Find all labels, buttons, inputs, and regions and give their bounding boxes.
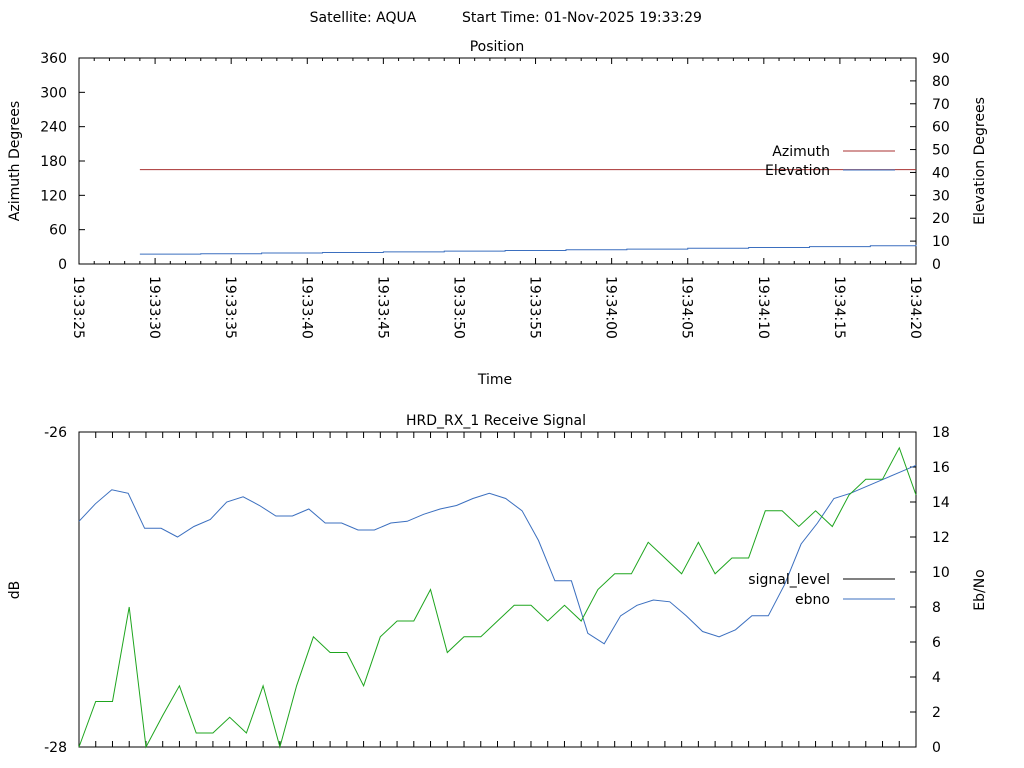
y2-tick-label: 30 bbox=[932, 188, 950, 204]
legend-label-elevation: Elevation bbox=[765, 163, 830, 179]
y2-tick-label: 2 bbox=[932, 705, 941, 721]
ebno-axis-label: Eb/No bbox=[972, 569, 988, 611]
x-tick-label: 19:33:50 bbox=[450, 276, 466, 339]
y-tick-label: 0 bbox=[58, 257, 67, 273]
y-tick-label: -26 bbox=[44, 425, 67, 441]
signal-plot-frame bbox=[78, 431, 917, 748]
x-tick-label: 19:33:55 bbox=[527, 276, 543, 339]
ebno-line bbox=[78, 464, 917, 645]
y-tick-label: 360 bbox=[40, 51, 67, 67]
y2-tick-label: 20 bbox=[932, 211, 950, 227]
y2-tick-label: 40 bbox=[932, 165, 950, 181]
x-tick-label: 19:33:45 bbox=[374, 276, 390, 339]
y2-tick-label: 8 bbox=[932, 600, 941, 616]
x-tick-label: 19:34:00 bbox=[603, 276, 619, 339]
y2-tick-label: 4 bbox=[932, 670, 941, 686]
y2-tick-label: 6 bbox=[932, 635, 941, 651]
x-tick-label: 19:33:35 bbox=[222, 276, 238, 339]
azimuth-axis-label: Azimuth Degrees bbox=[7, 101, 23, 221]
position-plot-frame bbox=[78, 57, 917, 265]
legend-label-ebno: ebno bbox=[795, 592, 830, 608]
y2-tick-label: 18 bbox=[932, 425, 950, 441]
receive-signal-chart: HRD_RX_1 Receive Signal -28 -26 0 2 4 6 8 10 12 1… bbox=[7, 413, 988, 756]
elevation-axis-label: Elevation Degrees bbox=[972, 97, 988, 225]
elevation-line bbox=[139, 244, 917, 255]
y2-tick-label: 14 bbox=[932, 495, 950, 511]
y-tick-label: 60 bbox=[49, 223, 67, 239]
position-x-axis-label: Time bbox=[477, 372, 512, 388]
series-2-line bbox=[78, 446, 917, 749]
x-tick-label: 19:34:10 bbox=[755, 276, 771, 339]
x-tick-label: 19:33:40 bbox=[298, 276, 314, 339]
db-axis-label: dB bbox=[7, 581, 23, 600]
y2-tick-label: 12 bbox=[932, 530, 950, 546]
y2-tick-label: 10 bbox=[932, 565, 950, 581]
satellite-label: Satellite: AQUA bbox=[310, 10, 417, 26]
x-tick-label: 19:33:30 bbox=[146, 276, 162, 339]
legend-label-signal-level: signal_level bbox=[748, 572, 830, 588]
y2-tick-label: 10 bbox=[932, 234, 950, 250]
y-tick-label: 240 bbox=[40, 120, 67, 136]
y-tick-label: 180 bbox=[40, 154, 67, 170]
y2-tick-label: 0 bbox=[932, 740, 941, 756]
y2-tick-label: 80 bbox=[932, 74, 950, 90]
x-tick-label: 19:34:15 bbox=[831, 276, 847, 339]
legend-label-azimuth: Azimuth bbox=[772, 144, 830, 160]
receive-signal-chart-title: HRD_RX_1 Receive Signal bbox=[406, 413, 586, 429]
position-chart: Position 19:33:25 19:33:30 19:33:35 19:33:4… bbox=[7, 39, 988, 388]
x-tick-label: 19:34:20 bbox=[907, 276, 923, 339]
x-tick-label: 19:33:25 bbox=[70, 276, 86, 339]
y-tick-label: -28 bbox=[44, 740, 67, 756]
y2-tick-label: 90 bbox=[932, 51, 950, 67]
x-tick-label: 19:34:05 bbox=[679, 276, 695, 339]
y2-tick-label: 60 bbox=[932, 120, 950, 136]
y-tick-label: 300 bbox=[40, 85, 67, 101]
y-tick-label: 120 bbox=[40, 188, 67, 204]
start-time-label: Start Time: 01-Nov-2025 19:33:29 bbox=[462, 10, 702, 26]
y2-tick-label: 50 bbox=[932, 143, 950, 159]
position-chart-title: Position bbox=[470, 39, 525, 55]
y2-tick-label: 70 bbox=[932, 97, 950, 113]
y2-tick-label: 0 bbox=[932, 257, 941, 273]
y2-tick-label: 16 bbox=[932, 460, 950, 476]
